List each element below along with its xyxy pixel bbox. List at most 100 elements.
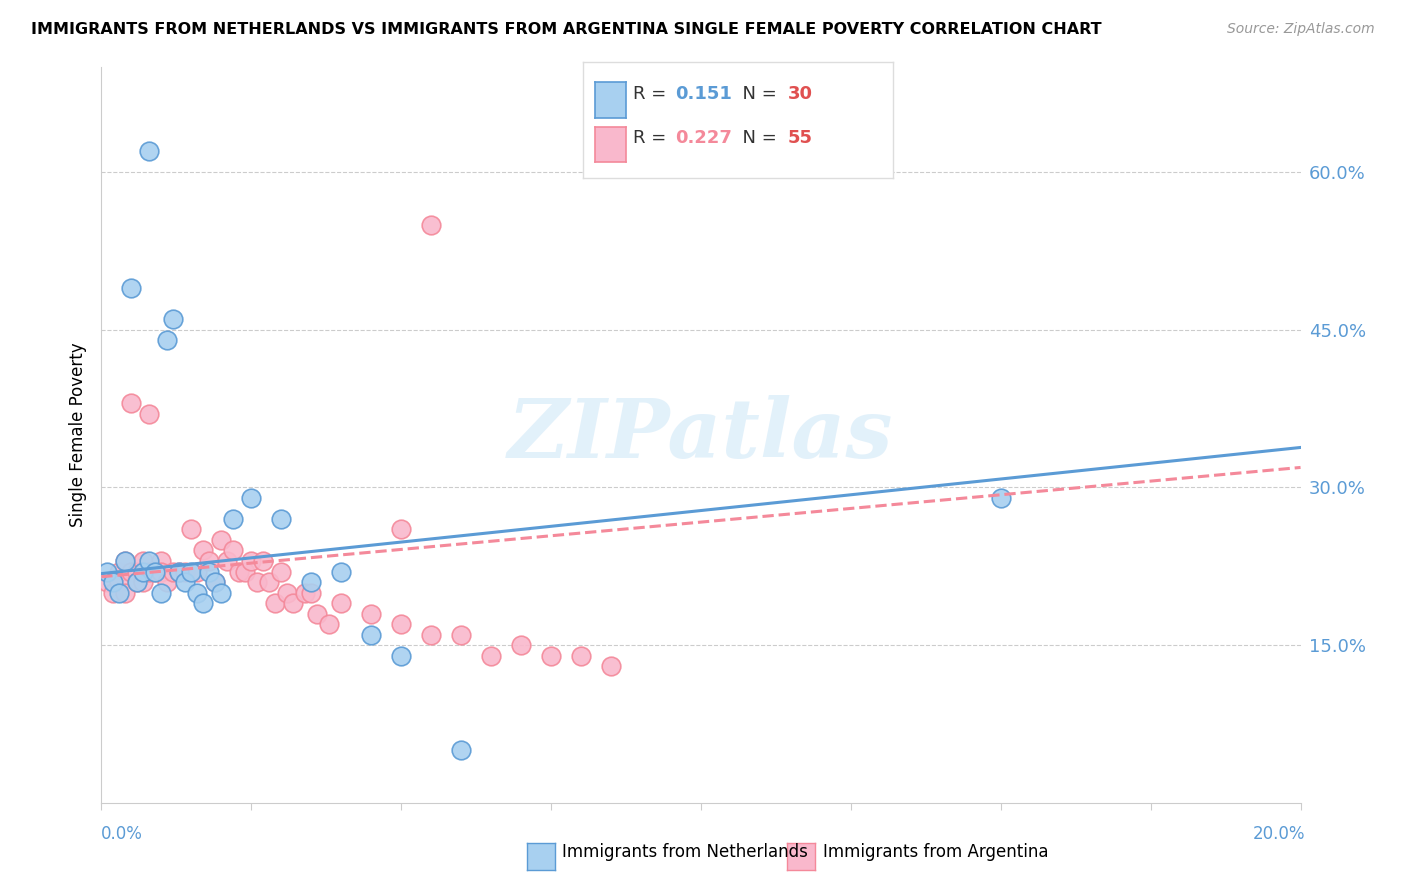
Point <box>246 574 269 589</box>
Point <box>138 565 160 579</box>
Point <box>132 565 155 579</box>
Point <box>600 659 623 673</box>
Point <box>450 743 472 757</box>
Text: R =: R = <box>633 129 672 147</box>
Point <box>143 565 166 579</box>
Point <box>186 565 208 579</box>
Point <box>120 396 142 410</box>
Text: ZIPatlas: ZIPatlas <box>508 395 894 475</box>
Point <box>96 574 118 589</box>
Point <box>252 554 274 568</box>
Point <box>198 565 221 579</box>
Point <box>132 554 155 568</box>
Point <box>318 617 340 632</box>
Point <box>114 554 136 568</box>
Text: N =: N = <box>731 129 783 147</box>
Point <box>138 407 160 421</box>
Point <box>228 565 250 579</box>
Point <box>450 627 472 641</box>
Point <box>120 280 142 294</box>
Point <box>307 607 329 621</box>
Point <box>510 638 533 652</box>
Point <box>389 617 412 632</box>
Text: 0.151: 0.151 <box>675 85 731 103</box>
Y-axis label: Single Female Poverty: Single Female Poverty <box>69 343 87 527</box>
Point <box>138 144 160 158</box>
Point <box>209 585 232 599</box>
Point <box>540 648 562 663</box>
Text: R =: R = <box>633 85 672 103</box>
Point <box>389 648 412 663</box>
Point <box>330 565 353 579</box>
Text: 0.0%: 0.0% <box>101 825 143 843</box>
Point <box>150 565 173 579</box>
Point <box>299 574 322 589</box>
Point <box>294 585 316 599</box>
Point <box>217 554 239 568</box>
Point <box>156 333 179 347</box>
Point <box>174 574 197 589</box>
Point <box>204 574 226 589</box>
Point <box>198 554 221 568</box>
Text: IMMIGRANTS FROM NETHERLANDS VS IMMIGRANTS FROM ARGENTINA SINGLE FEMALE POVERTY C: IMMIGRANTS FROM NETHERLANDS VS IMMIGRANT… <box>31 22 1101 37</box>
Text: Immigrants from Argentina: Immigrants from Argentina <box>823 843 1047 861</box>
Point <box>209 533 232 547</box>
Text: 0.227: 0.227 <box>675 129 731 147</box>
Text: 55: 55 <box>787 129 813 147</box>
Text: 20.0%: 20.0% <box>1253 825 1305 843</box>
Point <box>103 574 125 589</box>
Point <box>270 565 292 579</box>
Point <box>193 543 215 558</box>
Text: Immigrants from Netherlands: Immigrants from Netherlands <box>562 843 808 861</box>
Point <box>143 565 166 579</box>
Point <box>420 627 443 641</box>
Text: 30: 30 <box>787 85 813 103</box>
Point <box>186 585 208 599</box>
Point <box>264 596 287 610</box>
Point <box>127 574 149 589</box>
Point <box>96 565 118 579</box>
Point <box>360 607 382 621</box>
Point <box>233 565 256 579</box>
Point <box>103 585 125 599</box>
Point <box>114 585 136 599</box>
Point <box>132 574 155 589</box>
Point <box>257 574 280 589</box>
Point <box>180 523 202 537</box>
Point <box>204 574 226 589</box>
Point <box>330 596 353 610</box>
Point <box>281 596 304 610</box>
Point <box>420 218 443 232</box>
Point <box>270 512 292 526</box>
Point <box>299 585 322 599</box>
Point <box>150 585 173 599</box>
Point <box>127 574 149 589</box>
Point <box>360 627 382 641</box>
Point <box>167 565 190 579</box>
Point <box>108 574 131 589</box>
Point <box>222 543 245 558</box>
Point <box>162 565 184 579</box>
Point <box>108 565 131 579</box>
Point <box>162 312 184 326</box>
Point <box>127 565 149 579</box>
Point <box>389 523 412 537</box>
Point <box>114 554 136 568</box>
Point <box>479 648 502 663</box>
Text: Source: ZipAtlas.com: Source: ZipAtlas.com <box>1227 22 1375 37</box>
Point <box>193 596 215 610</box>
Point <box>569 648 592 663</box>
Point <box>990 491 1012 505</box>
Point <box>108 585 131 599</box>
Point <box>150 554 173 568</box>
Point <box>222 512 245 526</box>
Point <box>138 554 160 568</box>
Point <box>240 554 263 568</box>
Point <box>156 574 179 589</box>
Text: N =: N = <box>731 85 783 103</box>
Point <box>167 565 190 579</box>
Point <box>180 565 202 579</box>
Point <box>276 585 298 599</box>
Point <box>174 565 197 579</box>
Point <box>120 565 142 579</box>
